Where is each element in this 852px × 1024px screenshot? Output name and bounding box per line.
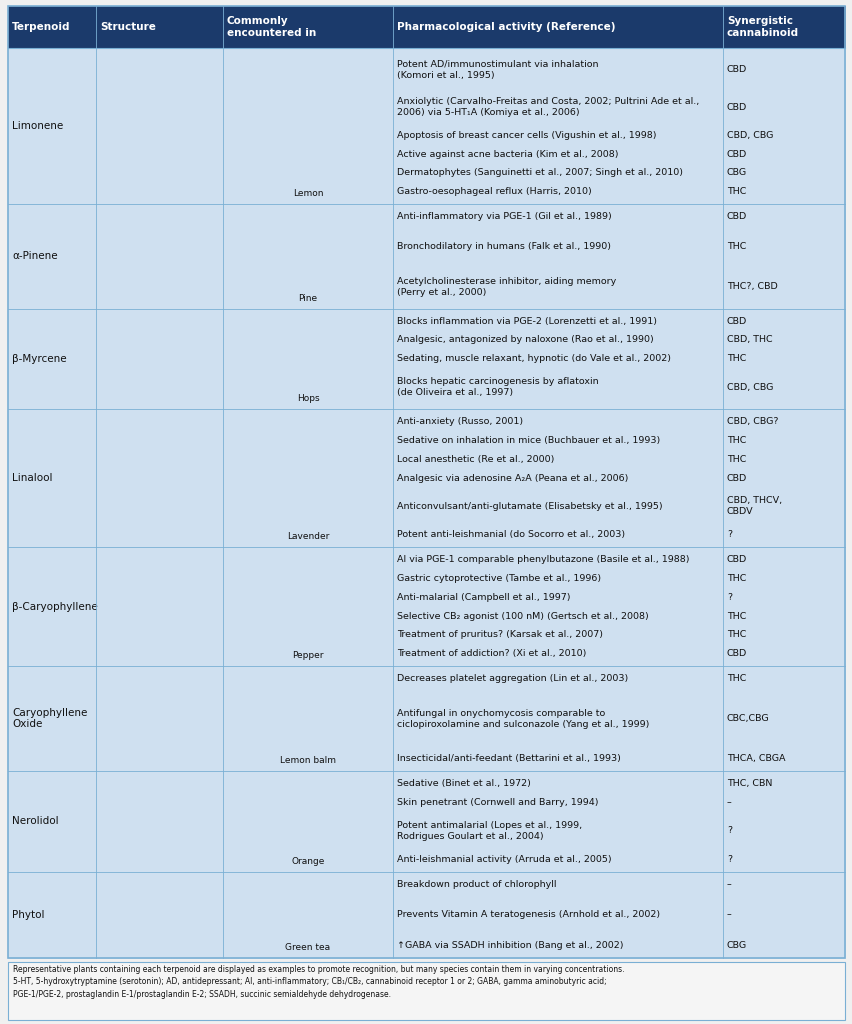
Text: Structure: Structure [100,22,156,32]
Text: CBD: CBD [726,150,746,159]
Text: Selective CB₂ agonist (100 nM) (Gertsch et al., 2008): Selective CB₂ agonist (100 nM) (Gertsch … [396,611,648,621]
Text: THC: THC [726,354,746,364]
Text: Commonly
encountered in: Commonly encountered in [227,16,316,38]
Text: Phytol: Phytol [12,910,44,920]
Bar [8,48,844,958]
Text: CBD, THC: CBD, THC [726,336,772,344]
Text: Anxiolytic (Carvalho-Freitas and Costa, 2002; Pultrini Ade et al.,
2006) via 5-H: Anxiolytic (Carvalho-Freitas and Costa, … [396,97,699,118]
Text: Linalool: Linalool [12,473,53,483]
Text: CBD: CBD [726,649,746,658]
Text: Potent anti-leishmanial (do Socorro et al., 2003): Potent anti-leishmanial (do Socorro et a… [396,530,625,539]
Text: THC?, CBD: THC?, CBD [726,282,777,291]
Text: CBD: CBD [726,66,746,75]
Text: Lavender: Lavender [286,532,329,541]
Text: Analgesic, antagonized by naloxone (Rao et al., 1990): Analgesic, antagonized by naloxone (Rao … [396,336,653,344]
Text: THC: THC [726,631,746,639]
Text: –: – [726,880,731,889]
Text: THC: THC [726,674,746,683]
Text: CBG: CBG [726,941,746,950]
Text: THC: THC [726,243,746,251]
Text: THC: THC [726,436,746,445]
Text: Nerolidol: Nerolidol [12,816,59,826]
Bar [8,962,844,1020]
Text: Caryophyllene
Oxide: Caryophyllene Oxide [12,708,87,729]
Text: Lemon: Lemon [292,189,323,198]
Text: Representative plants containing each terpenoid are displayed as examples to pro: Representative plants containing each te… [13,965,624,999]
Text: Analgesic via adenosine A₂A (Peana et al., 2006): Analgesic via adenosine A₂A (Peana et al… [396,474,628,482]
Text: β-Myrcene: β-Myrcene [12,354,66,364]
Text: THC: THC [726,187,746,196]
Text: –: – [726,910,731,920]
Text: CBD: CBD [726,474,746,482]
Text: CBG: CBG [726,168,746,177]
Text: –: – [726,798,731,807]
Bar [8,6,844,48]
Text: Anti-leishmanial activity (Arruda et al., 2005): Anti-leishmanial activity (Arruda et al.… [396,855,611,864]
Text: CBD: CBD [726,555,746,564]
Text: Gastric cytoprotective (Tambe et al., 1996): Gastric cytoprotective (Tambe et al., 19… [396,573,601,583]
Text: CBD: CBD [726,212,746,221]
Text: CBC,CBG: CBC,CBG [726,714,769,723]
Text: THC, CBN: THC, CBN [726,779,771,787]
Text: Treatment of pruritus? (Karsak et al., 2007): Treatment of pruritus? (Karsak et al., 2… [396,631,602,639]
Text: THC: THC [726,455,746,464]
Text: THC: THC [726,573,746,583]
Text: Anti-anxiety (Russo, 2001): Anti-anxiety (Russo, 2001) [396,418,522,426]
Text: THC: THC [726,611,746,621]
Text: Sedative on inhalation in mice (Buchbauer et al., 1993): Sedative on inhalation in mice (Buchbaue… [396,436,659,445]
Text: Blocks hepatic carcinogenesis by aflatoxin
(de Oliveira et al., 1997): Blocks hepatic carcinogenesis by aflatox… [396,378,598,397]
Text: Skin penetrant (Cornwell and Barry, 1994): Skin penetrant (Cornwell and Barry, 1994… [396,798,598,807]
Text: Apoptosis of breast cancer cells (Vigushin et al., 1998): Apoptosis of breast cancer cells (Vigush… [396,131,656,140]
Text: α-Pinene: α-Pinene [12,251,58,261]
Text: Prevents Vitamin A teratogenesis (Arnhold et al., 2002): Prevents Vitamin A teratogenesis (Arnhol… [396,910,659,920]
Text: Orange: Orange [291,857,325,865]
Text: β-Caryophyllene: β-Caryophyllene [12,602,98,611]
Text: Anti-malarial (Campbell et al., 1997): Anti-malarial (Campbell et al., 1997) [396,593,570,602]
Text: Dermatophytes (Sanguinetti et al., 2007; Singh et al., 2010): Dermatophytes (Sanguinetti et al., 2007;… [396,168,682,177]
Text: ?: ? [726,593,731,602]
Text: Sedative (Binet et al., 1972): Sedative (Binet et al., 1972) [396,779,530,787]
Text: Breakdown product of chlorophyll: Breakdown product of chlorophyll [396,880,556,889]
Text: THCA, CBGA: THCA, CBGA [726,754,785,763]
Text: Potent AD/immunostimulant via inhalation
(Komori et al., 1995): Potent AD/immunostimulant via inhalation… [396,59,598,80]
Text: CBD, CBG: CBD, CBG [726,383,773,392]
Text: Antifungal in onychomycosis comparable to
ciclopiroxolamine and sulconazole (Yan: Antifungal in onychomycosis comparable t… [396,709,648,729]
Text: Pine: Pine [298,294,317,302]
Text: Terpenoid: Terpenoid [12,22,71,32]
Text: Synergistic
cannabinoid: Synergistic cannabinoid [726,16,798,38]
Text: Sedating, muscle relaxant, hypnotic (do Vale et al., 2002): Sedating, muscle relaxant, hypnotic (do … [396,354,671,364]
Text: ?: ? [726,826,731,836]
Text: Decreases platelet aggregation (Lin et al., 2003): Decreases platelet aggregation (Lin et a… [396,674,628,683]
Text: Potent antimalarial (Lopes et al., 1999,
Rodrigues Goulart et al., 2004): Potent antimalarial (Lopes et al., 1999,… [396,821,581,841]
Text: Limonene: Limonene [12,121,63,131]
Text: Gastro-oesophageal reflux (Harris, 2010): Gastro-oesophageal reflux (Harris, 2010) [396,187,591,196]
Text: Lemon balm: Lemon balm [279,756,336,765]
Text: ?: ? [726,530,731,539]
Text: CBD: CBD [726,316,746,326]
Text: ?: ? [726,855,731,864]
Text: Pharmacological activity (Reference): Pharmacological activity (Reference) [396,22,615,32]
Text: Insecticidal/anti-feedant (Bettarini et al., 1993): Insecticidal/anti-feedant (Bettarini et … [396,754,620,763]
Text: ↑GABA via SSADH inhibition (Bang et al., 2002): ↑GABA via SSADH inhibition (Bang et al.,… [396,941,623,950]
Text: Active against acne bacteria (Kim et al., 2008): Active against acne bacteria (Kim et al.… [396,150,618,159]
Text: Hops: Hops [296,394,319,403]
Text: Blocks inflammation via PGE-2 (Lorenzetti et al., 1991): Blocks inflammation via PGE-2 (Lorenzett… [396,316,656,326]
Text: Anticonvulsant/anti-glutamate (Elisabetsky et al., 1995): Anticonvulsant/anti-glutamate (Elisabets… [396,502,662,511]
Text: CBD, CBG?: CBD, CBG? [726,418,778,426]
Text: Bronchodilatory in humans (Falk et al., 1990): Bronchodilatory in humans (Falk et al., … [396,243,610,251]
Text: Anti-inflammatory via PGE-1 (Gil et al., 1989): Anti-inflammatory via PGE-1 (Gil et al.,… [396,212,611,221]
Text: CBD, CBG: CBD, CBG [726,131,773,140]
Text: Local anesthetic (Re et al., 2000): Local anesthetic (Re et al., 2000) [396,455,554,464]
Text: CBD: CBD [726,102,746,112]
Text: Acetylcholinesterase inhibitor, aiding memory
(Perry et al., 2000): Acetylcholinesterase inhibitor, aiding m… [396,276,615,297]
Text: Green tea: Green tea [285,943,331,952]
Text: Treatment of addiction? (Xi et al., 2010): Treatment of addiction? (Xi et al., 2010… [396,649,585,658]
Text: CBD, THCV,
CBDV: CBD, THCV, CBDV [726,497,781,516]
Text: AI via PGE-1 comparable phenylbutazone (Basile et al., 1988): AI via PGE-1 comparable phenylbutazone (… [396,555,688,564]
Text: Pepper: Pepper [292,651,324,660]
